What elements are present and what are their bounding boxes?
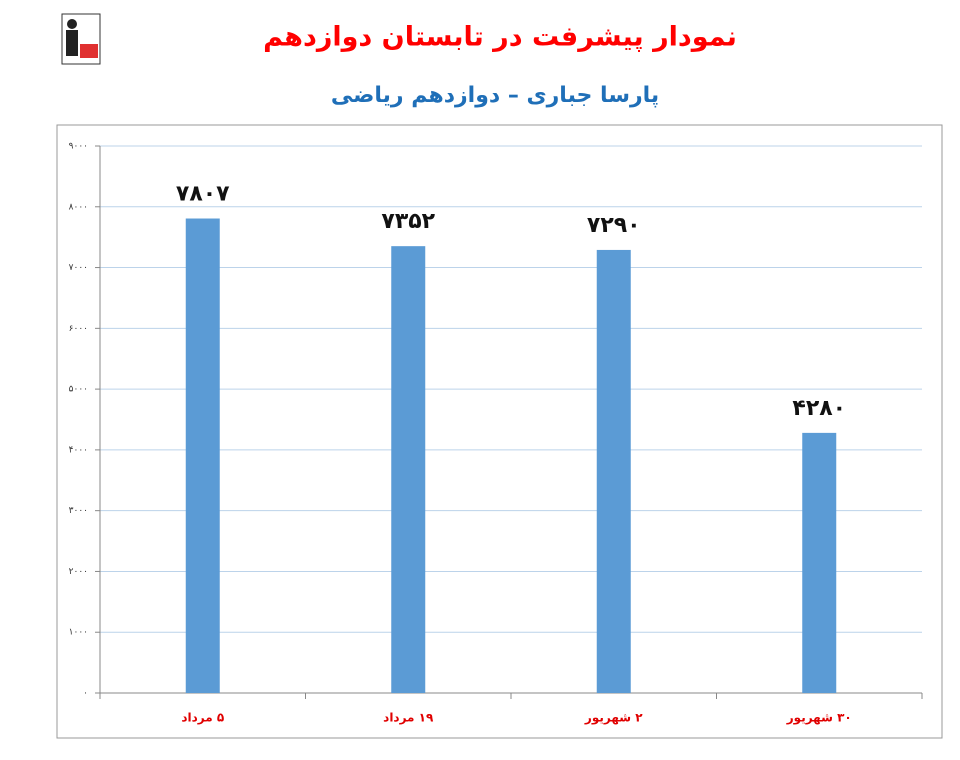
chart-title: نمودار پیشرفت در تابستان دوازدهم	[263, 22, 737, 53]
chart-subtitle: پارسا جباری – دوازدهم ریاضی	[331, 83, 659, 108]
logo	[61, 13, 101, 65]
bar	[185, 218, 220, 694]
bar	[391, 246, 426, 693]
x-tick-label: ۱۹ مرداد	[383, 711, 434, 725]
bar	[802, 432, 837, 693]
logo-head	[67, 19, 77, 29]
y-tick-label: ۴۰۰۰	[69, 445, 88, 455]
y-tick-label: ۳۰۰۰	[69, 506, 88, 516]
y-tick-label: ۹۰۰۰	[69, 142, 88, 152]
y-tick-label: ۵۰۰۰	[69, 385, 88, 395]
bar	[596, 249, 631, 693]
chart-frame	[56, 124, 943, 739]
x-tick-label: ۵ مرداد	[181, 711, 224, 725]
data-label: ۷۳۵۲	[381, 209, 435, 234]
y-tick-label: ۶۰۰۰	[69, 324, 88, 334]
logo-badge	[80, 44, 98, 58]
data-label: ۷۸۰۷	[176, 182, 230, 207]
x-tick-label: ۲ شهریور	[584, 711, 643, 726]
y-tick-label: ۲۰۰۰	[69, 567, 88, 577]
logo-body	[66, 30, 78, 56]
y-tick-label: ۰	[83, 689, 88, 699]
y-tick-label: ۸۰۰۰	[69, 202, 88, 212]
data-label: ۷۲۹۰	[587, 213, 641, 238]
y-tick-label: ۷۰۰۰	[69, 263, 88, 273]
y-tick-label: ۱۰۰۰	[69, 628, 88, 638]
x-tick-label: ۳۰ شهریور	[786, 711, 852, 726]
data-label: ۴۲۸۰	[792, 396, 846, 421]
